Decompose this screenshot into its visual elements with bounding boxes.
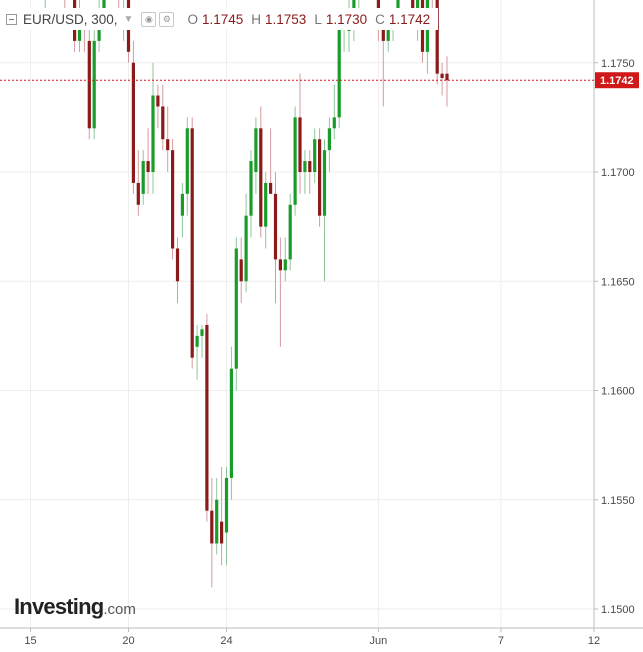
x-tick-label: 20 [122, 635, 134, 647]
collapse-icon[interactable] [6, 13, 17, 25]
symbol-label: EUR/USD, 300, [23, 11, 118, 27]
candle-body [175, 248, 180, 282]
ohlc-high-value: 1.1753 [265, 11, 307, 27]
candle-body [102, 0, 106, 9]
candle-body [327, 128, 331, 151]
candle-body [131, 62, 135, 183]
ohlc-high-key: H [251, 11, 262, 27]
candle-body [288, 204, 292, 260]
candle-body [283, 259, 287, 271]
candle-body [146, 161, 150, 172]
candle-body [416, 0, 420, 9]
candle-body [332, 117, 336, 129]
candle-body [264, 182, 268, 227]
candle-body [161, 106, 165, 140]
candle-body [313, 139, 317, 172]
candle-body [210, 510, 214, 544]
y-tick-label: 1.1650 [601, 276, 635, 288]
candle-body [435, 0, 439, 74]
x-tick-label: 12 [588, 635, 600, 647]
logo-brand: Investing [14, 594, 104, 619]
candle-body [440, 73, 444, 79]
x-tick-label: Jun [370, 635, 388, 647]
candle-body [322, 150, 327, 216]
candle-body [249, 161, 253, 216]
candle-body [234, 248, 238, 369]
investing-logo[interactable]: Investing.com [14, 594, 136, 620]
y-tick-label: 1.1700 [601, 167, 635, 179]
settings-icon[interactable]: ⚙ [159, 11, 175, 27]
y-tick-label: 1.1550 [601, 495, 635, 507]
candle-body [337, 29, 341, 118]
candle-body [190, 128, 194, 358]
y-tick-label: 1.1600 [601, 386, 635, 398]
candle-body [239, 259, 243, 282]
candle-body [229, 368, 233, 478]
candle-body [396, 0, 400, 9]
candle-body [318, 139, 322, 216]
ohlc-open-key: O [187, 11, 198, 27]
candle-body [278, 259, 282, 271]
candle-body [136, 182, 140, 205]
ohlc-open-value: 1.1745 [201, 11, 244, 27]
current-price-label: 1.1742 [600, 75, 634, 87]
candle-body [386, 29, 390, 41]
candle-body [224, 477, 229, 533]
x-tick-label: 15 [24, 635, 36, 647]
ohlc-close-value: 1.1742 [388, 11, 431, 27]
candle-body [347, 29, 351, 31]
y-tick-label: 1.1500 [601, 604, 635, 616]
candle-body [195, 335, 199, 347]
ohlc-close-key: C [375, 11, 385, 27]
candle-body [185, 128, 189, 194]
y-tick-label: 1.1750 [601, 58, 635, 70]
ohlc-low-value: 1.1730 [325, 11, 368, 27]
candle-body [171, 150, 175, 249]
ohlc-low-key: L [314, 11, 322, 27]
candle-body [215, 499, 219, 544]
candle-body [200, 329, 204, 336]
candle-body [156, 95, 160, 107]
candle-body [259, 128, 263, 227]
x-tick-label: 24 [220, 635, 232, 647]
visibility-icon[interactable]: ◉ [141, 11, 157, 27]
candle-body [180, 193, 184, 216]
candle-body [308, 161, 312, 172]
candle-body [303, 161, 307, 172]
chevron-down-icon[interactable]: ▼ [123, 13, 134, 25]
candle-body [92, 40, 96, 129]
candle-body [293, 117, 297, 205]
candle-body [273, 193, 278, 260]
candle-body [141, 161, 145, 194]
candle-body [254, 128, 258, 172]
candle-body [166, 139, 170, 151]
candle-body [411, 0, 415, 9]
candle-body [298, 117, 302, 172]
logo-suffix: .com [103, 601, 136, 618]
candle-body [87, 40, 91, 129]
candle-body [151, 95, 155, 172]
candle-body [205, 324, 209, 511]
candle-body [445, 73, 449, 81]
candle-body [381, 29, 385, 41]
candle-body [269, 182, 273, 194]
candle-body [244, 215, 248, 282]
chart-header: EUR/USD, 300, ▼ ◉ ⚙ O 1.1745 H 1.1753 L 1.1… [6, 8, 439, 30]
candle-body [220, 521, 224, 544]
x-tick-label: 7 [498, 635, 504, 647]
current-price-tag [595, 72, 639, 89]
